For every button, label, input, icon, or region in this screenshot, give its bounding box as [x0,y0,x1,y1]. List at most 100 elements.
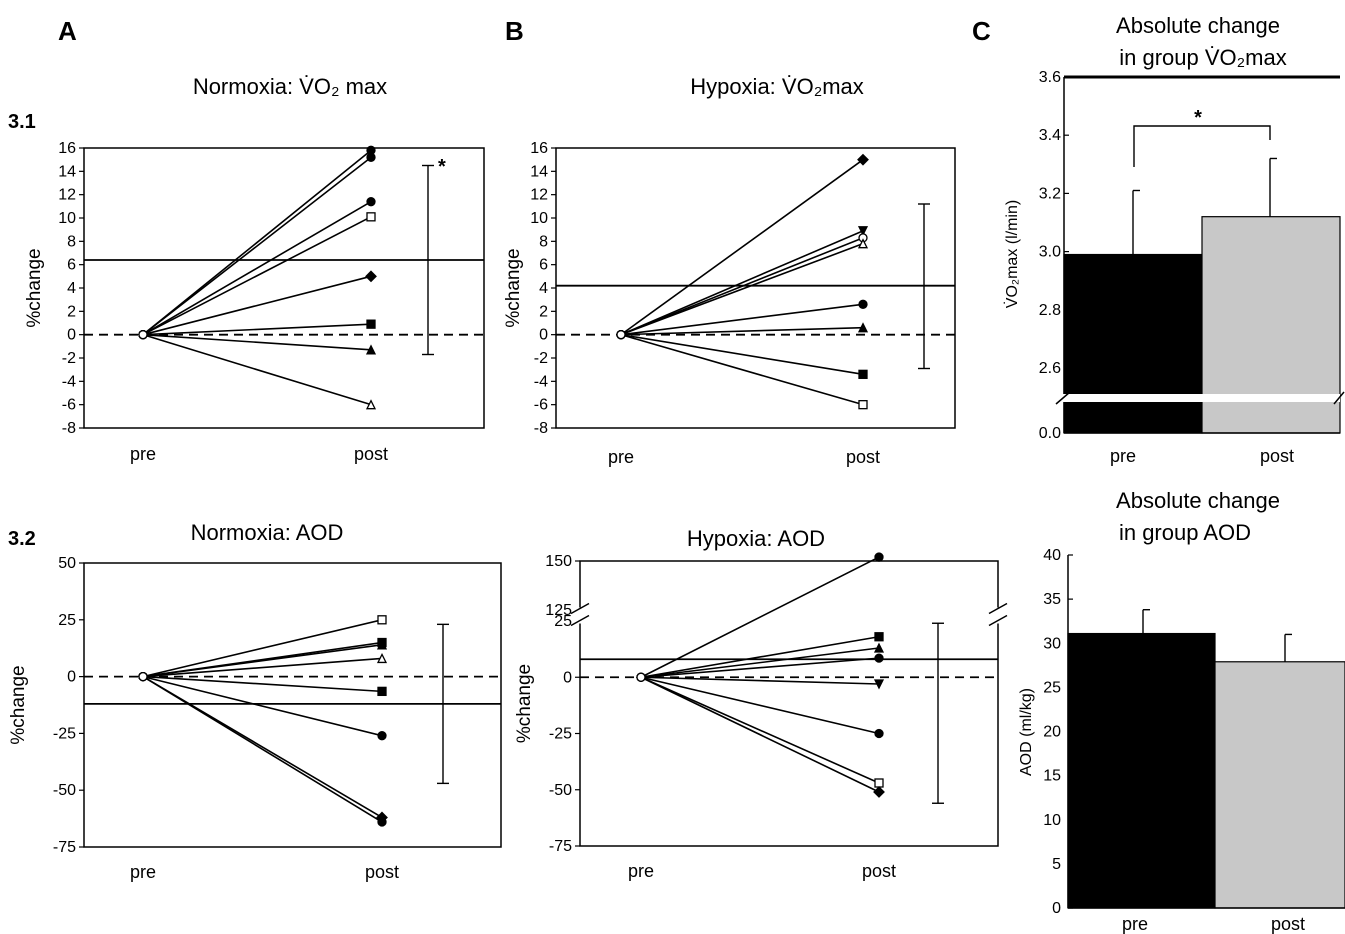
data-point [377,686,387,697]
y-tick-label: 40 [1043,547,1061,564]
y-tick-label: 8 [539,233,548,250]
y-tick-label: 10 [1043,812,1061,829]
y-tick-label: 6 [67,257,76,274]
series-line [142,200,372,336]
data-point [874,778,884,788]
y-tick-label: -50 [53,782,76,799]
series-line [620,237,864,336]
chart-group-vo2max: Absolute change in group V̇O₂max 2.6 2.8 3.0… [1003,13,1345,466]
data-point [366,197,376,207]
series-line [620,333,864,406]
data-point [858,299,868,309]
y-tick-label: -25 [549,726,572,743]
y-tick-label: 10 [58,210,76,227]
y-tick-label: 16 [530,140,548,157]
series-line [620,242,864,336]
series-line [620,326,864,336]
plot-frame [555,147,956,429]
chart-hypoxia-vo2max: Hypoxia: V̇O₂max -8 -6 -4 -2 0 2 4 6 8 10 12 14 16 %ch… [503,74,956,467]
x-tick-label: post [1260,446,1294,466]
axis-break-mark [1333,391,1345,405]
data-point [874,653,884,663]
y-tick-label: -8 [534,420,548,437]
bar [1067,632,1216,909]
series-line [142,675,383,737]
axis-break-gap [573,607,587,624]
series-line [640,676,880,784]
significance-marker: * [1194,107,1202,129]
series-line [640,676,880,685]
y-tick-label: 0 [539,327,548,344]
row-label-3-2: 3.2 [8,528,36,550]
series-line [620,159,864,336]
data-point [376,639,388,650]
data-point [874,728,884,739]
y-axis-label: V̇O₂max (l/min) [1003,200,1021,308]
y-tick-label: 25 [58,612,76,629]
data-point [858,369,868,379]
data-point [366,212,376,222]
series-line [620,303,864,336]
series-line [142,323,372,336]
y-tick-label: 20 [1043,724,1061,741]
x-tick-label: post [846,447,880,467]
x-tick-label: post [1271,914,1305,934]
y-tick-label: 15 [1043,768,1061,785]
data-point [365,270,377,283]
series-line [142,333,372,406]
x-tick-label: pre [1110,446,1136,466]
data-point [873,679,885,690]
y-tick-label: 0 [67,327,76,344]
x-tick-label: post [354,444,388,464]
y-axis-label: AOD (ml/kg) [1018,688,1035,776]
data-point [138,671,148,682]
y-tick-label: 16 [58,140,76,157]
series-line [142,675,383,823]
x-tick-label: pre [628,861,654,881]
y-tick-label: 2 [67,303,76,320]
chart-normoxia-aod: Normoxia: AOD -75 -50 -25 0 25 50 %change pre pos… [8,520,502,882]
y-tick-label: 3.6 [1039,69,1061,86]
y-tick-label: 12 [58,187,76,204]
y-tick-label: 12 [530,187,548,204]
y-tick-label: 14 [58,163,76,180]
y-axis-label: %change [514,664,535,743]
series-line [142,156,372,336]
plot-frame [579,560,999,847]
data-point [616,330,626,340]
axis-break-mark [1055,391,1071,405]
y-tick-label: 14 [530,163,548,180]
y-tick-label: -6 [62,397,76,414]
series-line [640,676,880,735]
y-tick-label: 0 [563,669,572,686]
y-tick-label: -2 [534,350,548,367]
data-point [857,153,869,166]
y-tick-label: 3.0 [1039,244,1061,261]
series-line [142,619,383,678]
y-tick-label: 4 [67,280,76,297]
y-tick-label: 0.0 [1039,425,1061,442]
chart-normoxia-vo2max: Normoxia: V̇O₂ max -8 -6 -4 -2 0 2 4 6 8 10 12 14 16%… [24,74,485,464]
data-point [366,319,376,329]
y-tick-label: -75 [53,839,76,856]
series-line [640,556,880,678]
y-tick-label: 35 [1043,591,1061,608]
row-label-3-1: 3.1 [8,111,36,133]
bar [1063,253,1203,434]
series-line [142,675,383,693]
y-tick-label: 3.2 [1039,185,1061,202]
panel-label-c: C [972,16,991,46]
y-tick-label: -4 [534,373,548,390]
chart-title-line: in group AOD [1119,520,1251,545]
x-tick-label: pre [130,444,156,464]
chart-title: Hypoxia: V̇O₂max [690,74,864,99]
axis-break-mark [988,614,1008,627]
data-point [857,322,869,333]
axis-break-mark [570,602,590,615]
data-point [365,399,377,410]
y-tick-label: 150 [545,553,572,570]
series-line [640,647,880,679]
series-line [640,676,880,793]
y-tick-label: 5 [1052,856,1061,873]
